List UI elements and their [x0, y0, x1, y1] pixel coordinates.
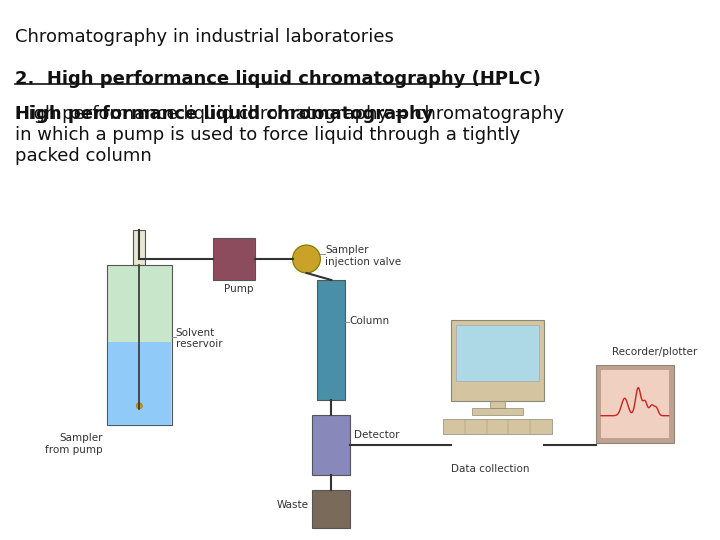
Bar	[601, 370, 669, 438]
Circle shape	[292, 245, 320, 273]
Text: Sampler
injection valve: Sampler injection valve	[325, 245, 402, 267]
Text: Sampler
from pump: Sampler from pump	[45, 433, 103, 455]
Text: Chromatography in industrial laboratories: Chromatography in industrial laboratorie…	[15, 28, 394, 46]
Text: Waste: Waste	[276, 500, 308, 510]
Bar	[318, 280, 346, 400]
Bar	[107, 265, 171, 425]
Text: High performance liquid chromatography: High performance liquid chromatography	[15, 105, 433, 123]
Bar	[312, 490, 350, 528]
Text: Column: Column	[349, 316, 390, 326]
Text: Solvent
reservoir: Solvent reservoir	[176, 327, 222, 349]
Text: 2.  High performance liquid chromatography (HPLC): 2. High performance liquid chromatograph…	[15, 70, 541, 88]
Circle shape	[136, 403, 143, 409]
Bar	[451, 320, 544, 401]
Bar	[133, 230, 145, 265]
Bar	[596, 365, 674, 443]
Text: Data collection: Data collection	[451, 464, 530, 474]
Text: Pump: Pump	[224, 284, 253, 294]
Bar	[456, 325, 539, 381]
Text: High performance liquid chromatography = chromatography
in which a pump is used : High performance liquid chromatography =…	[15, 105, 564, 165]
Bar	[472, 408, 523, 415]
Bar	[444, 419, 552, 434]
Bar	[312, 415, 350, 475]
Bar	[108, 342, 171, 425]
Bar	[490, 401, 505, 408]
Text: Detector: Detector	[354, 430, 400, 440]
Text: Recorder/plotter: Recorder/plotter	[611, 347, 697, 357]
Bar	[213, 238, 255, 280]
